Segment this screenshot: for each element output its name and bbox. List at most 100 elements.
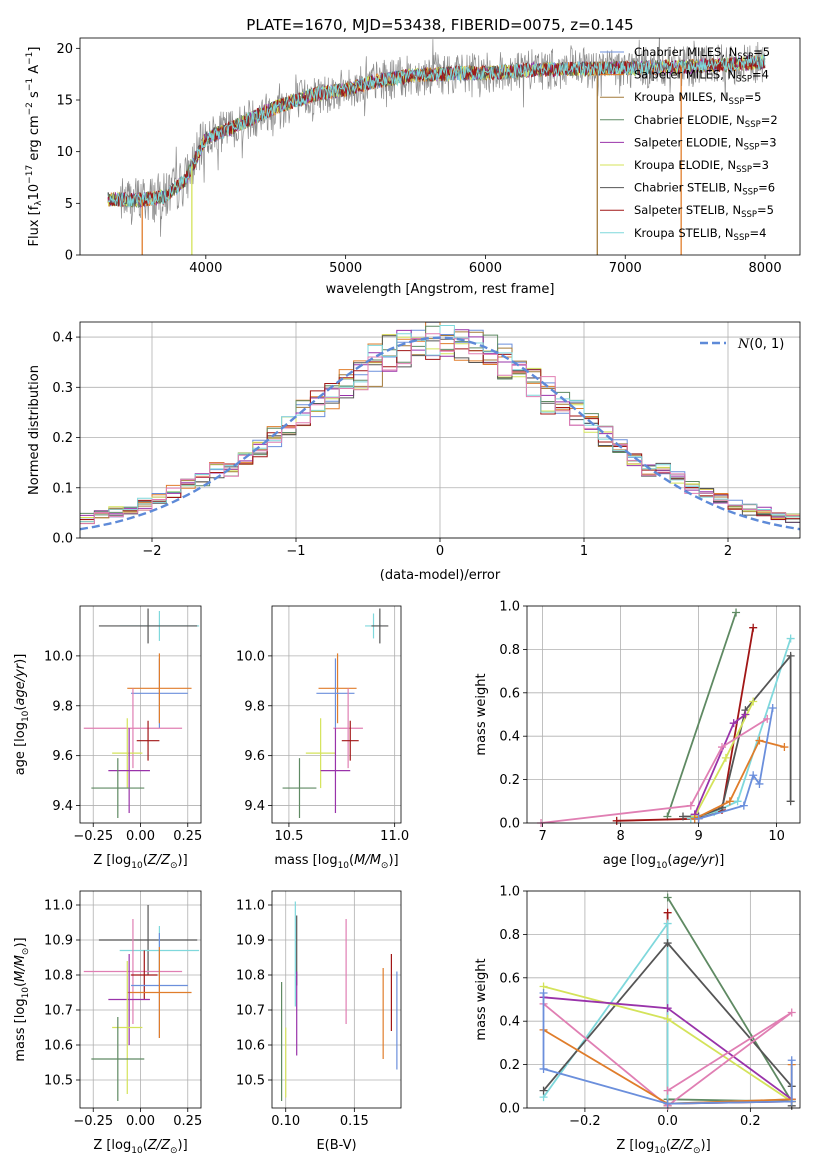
- mass-weight-point: [721, 753, 730, 762]
- x-axis-label: mass [log10(M/M⊙)]: [274, 853, 398, 871]
- y-tick-label: 9.6: [52, 749, 73, 764]
- mass-weight-point: [725, 797, 734, 806]
- x-tick-label: 9: [694, 829, 702, 844]
- x-tick-label: −1: [286, 544, 305, 559]
- legend-label: Chabrier MILES, NSSP=5: [634, 45, 770, 62]
- residuals-panel: −2 −1 0 1 2 0.0 0.1 0.2 0.3 0.4 N(0, 1) (data-model…: [27, 321, 801, 583]
- x-tick-label: 0.2: [740, 1114, 761, 1129]
- y-tick-label: 0.6: [499, 686, 520, 701]
- x-tick-label: 2: [724, 544, 732, 559]
- mass-weight-point: [539, 1064, 548, 1073]
- x-tick-label: 0.00: [126, 1114, 155, 1129]
- y-tick-label: 0.0: [499, 1102, 520, 1117]
- x-tick-label: −0.25: [73, 1114, 113, 1129]
- y-tick-label: 1.0: [499, 885, 520, 900]
- y-tick-label: 0.8: [499, 928, 520, 943]
- normal-distribution-curve: [80, 336, 800, 531]
- x-tick-label: 0.25: [173, 1114, 202, 1129]
- axes-frame: [526, 605, 801, 824]
- x-tick-label: 10.5: [274, 829, 303, 844]
- mass-weight-point: [787, 1056, 796, 1065]
- mass-weight-point: [729, 719, 738, 728]
- x-axis-label: Z [log10(Z/Z⊙)]: [93, 853, 187, 871]
- age-vs-mass-panel: 10.5 11.0 9.4 9.6 9.8 10.0 mass [log10(M/M⊙)]: [236, 605, 409, 871]
- mass-weight-point: [679, 812, 687, 821]
- mass-weight-point: [786, 651, 795, 660]
- y-tick-label: 10.7: [44, 1004, 73, 1019]
- mass-weight-point: [749, 697, 758, 706]
- axes-frame: [526, 890, 801, 1109]
- axes-frame: [271, 605, 402, 824]
- massweight-vs-Z-panel: −0.2 0.0 0.2 0.0 0.2 0.4 0.6 0.8 1.0 Z [log10(Z/Z…: [474, 885, 801, 1156]
- y-tick-label: 0.1: [52, 481, 73, 496]
- legend-label: N(0, 1): [737, 337, 784, 352]
- y-tick-label: 10.0: [44, 649, 73, 664]
- mass-weight-line: [540, 718, 768, 823]
- y-tick-label: 0.4: [499, 730, 520, 745]
- y-tick-label: 0.2: [499, 773, 520, 788]
- y-axis-label: Flux [fλ10−17 erg cm−2 s−1 A−1]: [25, 47, 44, 247]
- y-tick-label: 9.4: [52, 799, 73, 814]
- x-axis-label: E(B-V): [316, 1138, 356, 1153]
- y-tick-label: 0.0: [52, 532, 73, 547]
- mass-weight-point: [732, 608, 741, 617]
- y-tick-label: 10.5: [236, 1074, 265, 1089]
- y-tick-label: 20: [56, 42, 73, 57]
- age-vs-Z-panel: −0.25 0.00 0.25 9.4 9.6 9.8 10.0 Z [log10(Z/Z⊙)…: [13, 605, 202, 871]
- mass-weight-point: [786, 634, 795, 643]
- residual-histogram: [80, 333, 800, 525]
- mass-weight-line: [666, 612, 737, 817]
- x-tick-label: 8000: [749, 261, 782, 276]
- y-tick-label: 11.0: [44, 899, 73, 914]
- x-tick-label: 8: [616, 829, 624, 844]
- mass-weight-point: [787, 1008, 796, 1017]
- axes-frame: [79, 321, 801, 539]
- mass-weight-point: [755, 779, 764, 788]
- y-tick-label: 11.0: [236, 899, 265, 914]
- mass-weight-point: [741, 710, 750, 719]
- mass-weight-point: [539, 1086, 548, 1095]
- y-tick-label: 10.5: [44, 1074, 73, 1089]
- y-tick-label: 10.6: [236, 1039, 265, 1054]
- y-tick-label: 10: [56, 145, 73, 160]
- mass-weight-line: [694, 739, 785, 820]
- x-tick-label: 7000: [609, 261, 642, 276]
- mass-weight-point: [749, 623, 758, 632]
- y-tick-label: 0.8: [499, 643, 520, 658]
- x-tick-label: 0.15: [340, 1114, 369, 1129]
- legend-label: Salpeter ELODIE, NSSP=3: [634, 135, 777, 152]
- y-tick-label: 9.6: [244, 749, 265, 764]
- figure-title: PLATE=1670, MJD=53438, FIBERID=0075, z=0…: [246, 16, 633, 34]
- axes-frame: [271, 890, 402, 1109]
- x-axis-label: Z [log10(Z/Z⊙)]: [616, 1138, 710, 1156]
- mass-weight-point: [749, 771, 758, 780]
- axes-frame: [79, 605, 202, 824]
- x-axis-label: age [log10(age/yr)]: [603, 853, 725, 871]
- y-tick-label: 1.0: [499, 600, 520, 615]
- y-tick-label: 15: [56, 94, 73, 109]
- y-tick-label: 9.8: [244, 699, 265, 714]
- x-tick-label: 4000: [189, 261, 222, 276]
- mass-vs-EBV-panel: 0.10 0.15 10.5 10.6 10.7 10.8 10.9 11.0 E(B-V): [236, 890, 402, 1153]
- mass-weight-point: [755, 736, 764, 745]
- x-tick-label: 10: [768, 829, 785, 844]
- y-tick-label: 10.9: [44, 934, 73, 949]
- spectrum-panel: 4000 5000 6000 7000 8000 0 5 10 15 20 Chabrier MIL…: [25, 37, 801, 297]
- legend-label: Salpeter MILES, NSSP=4: [634, 68, 769, 85]
- x-axis-label: (data-model)/error: [380, 568, 501, 583]
- axes-frame: [79, 890, 202, 1109]
- x-tick-label: 11.0: [380, 829, 409, 844]
- y-tick-label: 0: [65, 249, 73, 264]
- mass-weight-point: [787, 1097, 796, 1106]
- y-tick-label: 0.3: [52, 381, 73, 396]
- mass-weight-point: [733, 797, 742, 806]
- x-tick-label: −2: [142, 544, 161, 559]
- x-axis-label: Z [log10(Z/Z⊙)]: [93, 1138, 187, 1156]
- mass-weight-point: [612, 816, 621, 825]
- legend-label: Kroupa STELIB, NSSP=4: [634, 226, 766, 243]
- y-tick-label: 10.0: [236, 649, 265, 664]
- y-axis-label: Normed distribution: [27, 365, 42, 495]
- y-axis-label: mass weight: [474, 958, 489, 1040]
- legend-label: Salpeter STELIB, NSSP=5: [634, 203, 774, 220]
- y-tick-label: 0.2: [499, 1058, 520, 1073]
